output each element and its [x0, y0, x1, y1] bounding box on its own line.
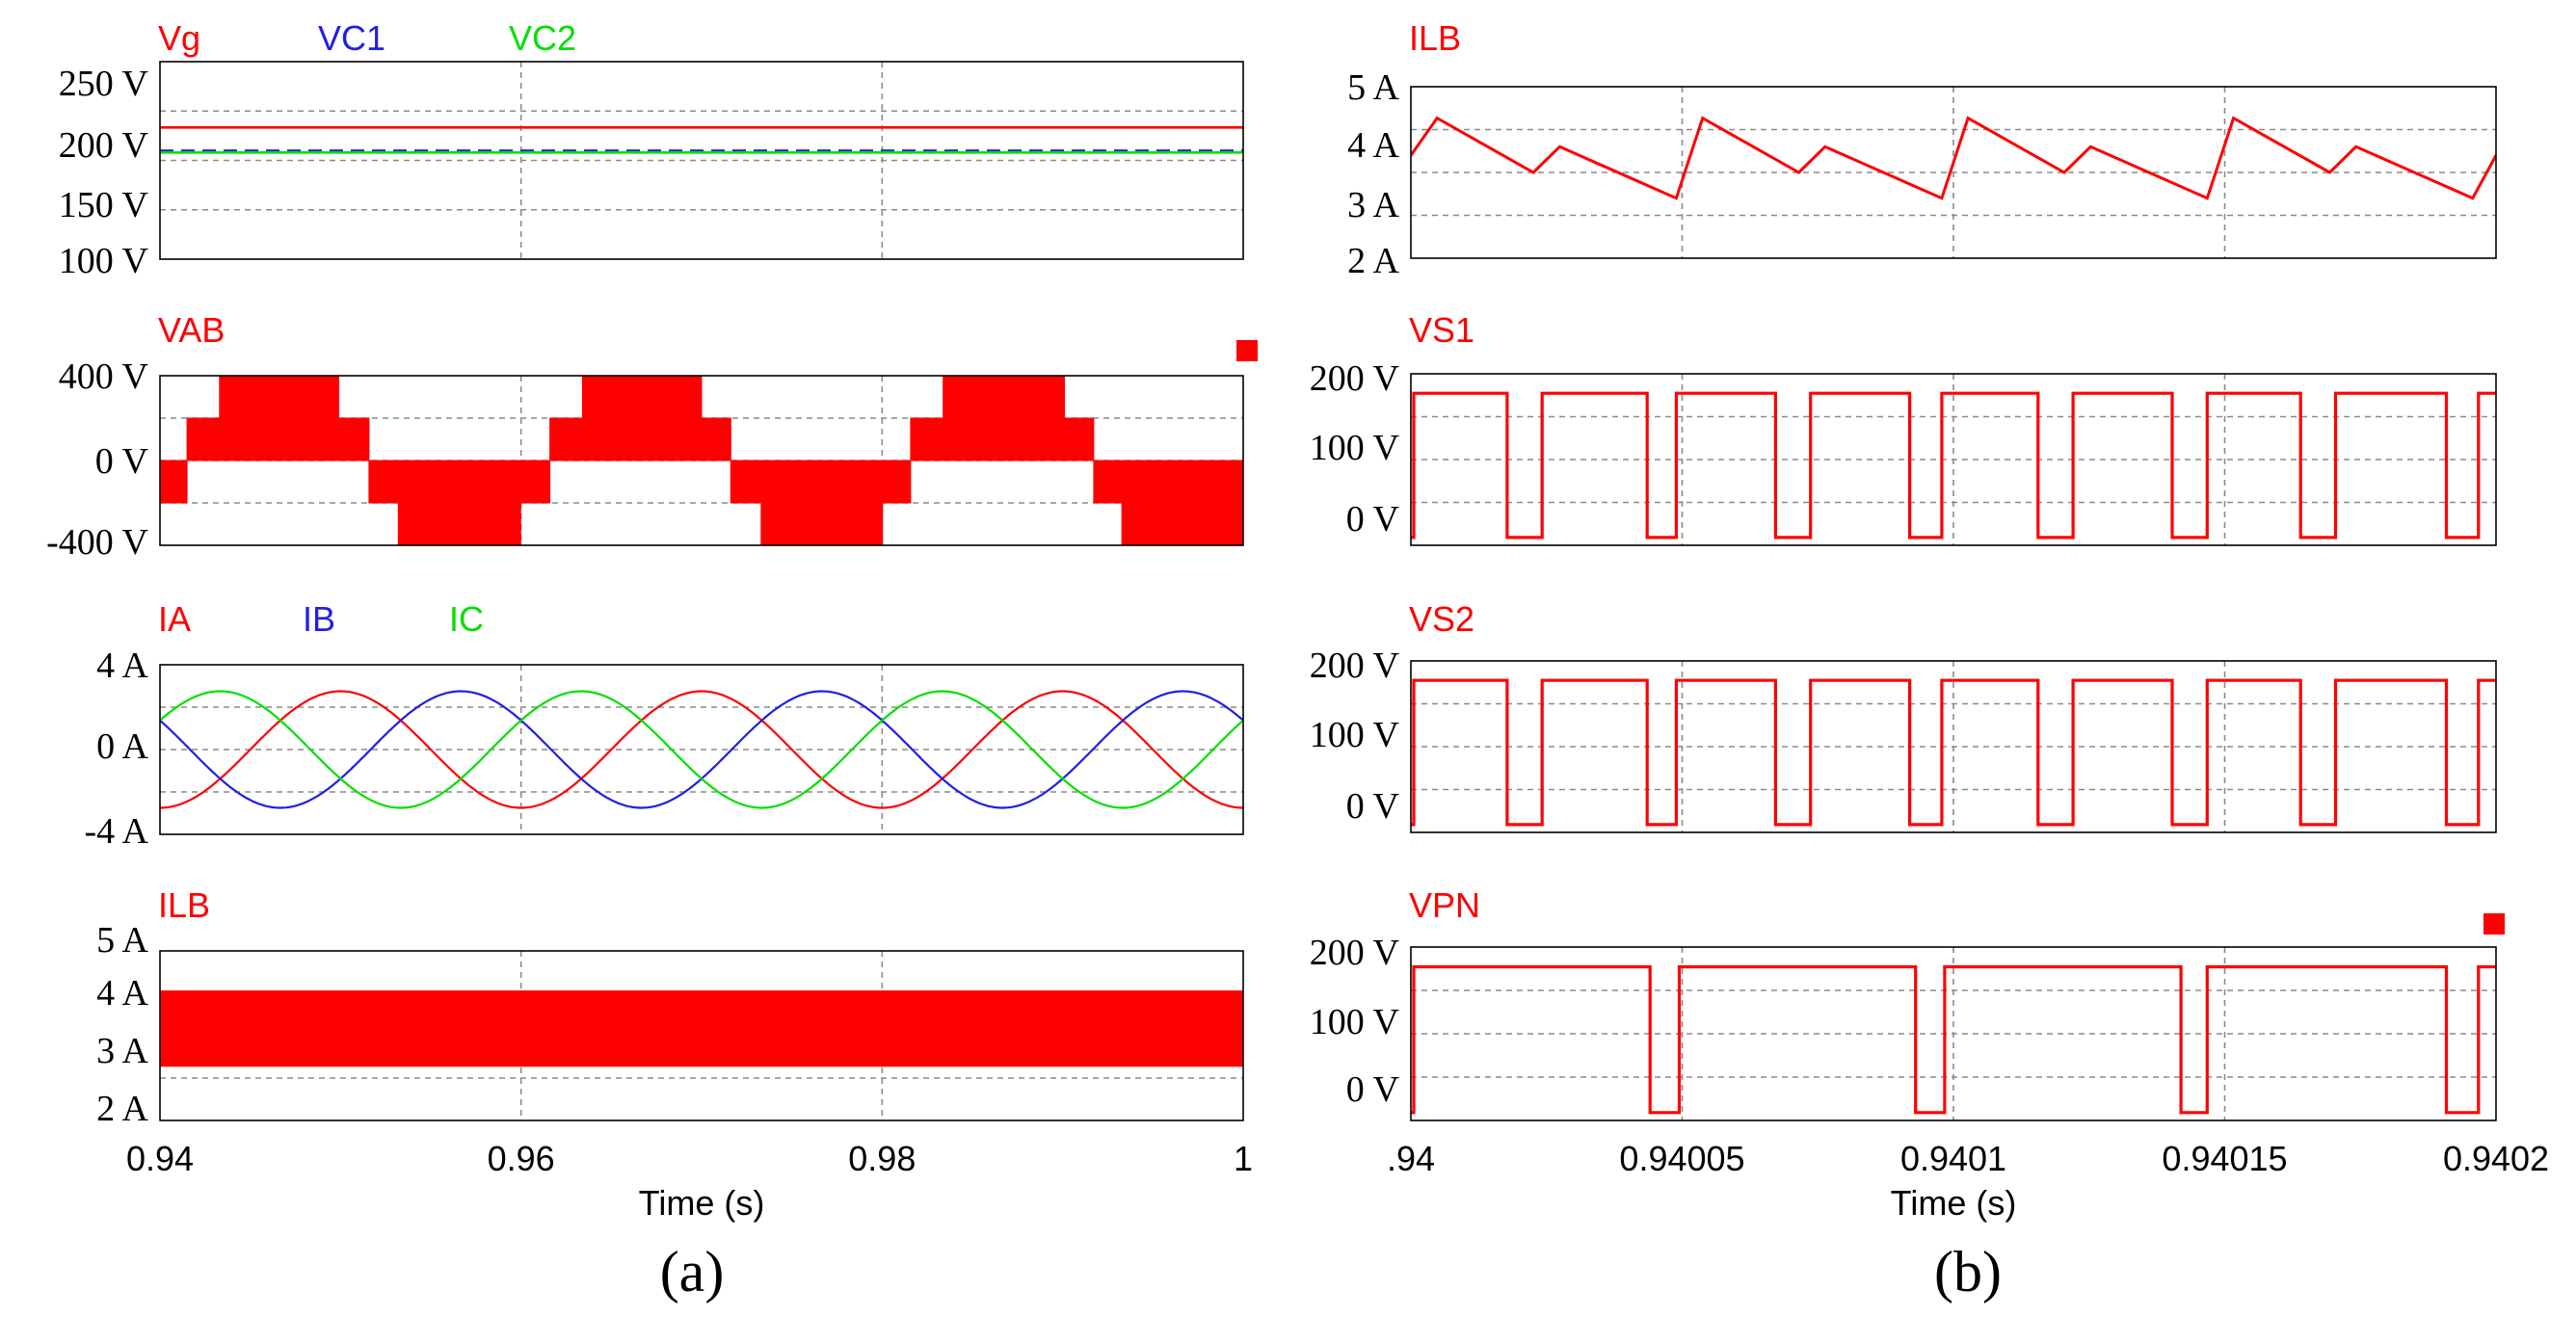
legend-vc2: VC2: [509, 18, 576, 58]
chart-a4: 5 A 4 A 3 A 2 A ILB 0.94 0.96 0.98 1 Time (s): [96, 885, 1253, 1223]
y-tick-label: 0 A: [96, 726, 148, 767]
y-tick-label: 5 A: [1347, 67, 1399, 108]
series-vpn: [1411, 964, 2496, 1115]
legend-ilb: ILB: [1409, 18, 1461, 58]
series-vs1: [1411, 391, 2496, 540]
caption-b: (b): [1934, 1240, 2002, 1304]
chart-a2: 400 V 0 V -400 V VAB: [46, 310, 1258, 563]
y-tick-label: 4 A: [1347, 125, 1399, 166]
plot-frame: [1410, 946, 2497, 1121]
legend-vpn: VPN: [1409, 885, 1480, 925]
chart-a3: 4 A 0 A -4 A IA IB IC: [85, 599, 1244, 852]
series-marker-icon: [2483, 913, 2505, 935]
series-ilb: [160, 990, 1243, 1067]
plot-frame: [1410, 660, 2497, 833]
caption-a: (a): [660, 1240, 725, 1304]
y-tick-label: 0 V: [1346, 499, 1400, 540]
y-tick-label: 100 V: [1310, 1002, 1400, 1042]
x-tick-label: 0.96: [488, 1139, 555, 1178]
x-tick-label: 0.94005: [1619, 1139, 1744, 1178]
legend-vg: Vg: [158, 18, 200, 58]
y-tick-label: -400 V: [46, 522, 148, 563]
chart-b3: 200 V 100 V 0 V VS2: [1310, 599, 2497, 833]
y-tick-label: 2 A: [96, 1089, 148, 1129]
y-tick-label: 0 V: [95, 441, 149, 482]
plot-frame: [159, 950, 1244, 1121]
y-tick-label: 2 A: [1347, 241, 1399, 281]
chart-b4: 200 V 100 V 0 V VPN .94 0.94005 0.9401 0.94015 0…: [1310, 885, 2549, 1223]
y-tick-label: 100 V: [1310, 715, 1400, 755]
y-tick-label: 4 A: [96, 645, 148, 686]
plot-frame: [159, 664, 1244, 835]
y-tick-label: 200 V: [1310, 358, 1400, 399]
y-tick-label: 100 V: [59, 241, 149, 281]
series-vs2: [1411, 678, 2496, 827]
x-axis-label: Time (s): [639, 1183, 765, 1223]
y-tick-label: 5 A: [96, 920, 148, 961]
series-vab: [160, 376, 1243, 545]
legend-vs1: VS1: [1409, 310, 1474, 350]
y-tick-label: 150 V: [59, 185, 149, 225]
y-tick-label: 0 V: [1346, 1069, 1400, 1110]
legend-vs2: VS2: [1409, 599, 1474, 639]
chart-b1: 5 A 4 A 3 A 2 A ILB: [1347, 18, 2497, 281]
y-tick-label: 3 A: [1347, 185, 1399, 225]
x-axis-label: Time (s): [1891, 1183, 2017, 1223]
y-tick-label: 3 A: [96, 1031, 148, 1071]
series-marker-icon: [1236, 340, 1258, 361]
x-tick-label: 0.94015: [2162, 1139, 2287, 1178]
y-tick-label: 200 V: [1310, 933, 1400, 973]
y-tick-label: 200 V: [59, 125, 149, 166]
x-tick-label: 0.9402: [2443, 1139, 2549, 1178]
y-tick-label: -4 A: [85, 811, 149, 852]
legend-ic: IC: [449, 599, 484, 639]
legend-ib: IB: [303, 599, 335, 639]
x-tick-label: 0.98: [848, 1139, 916, 1178]
x-tick-label: 1: [1234, 1139, 1253, 1178]
y-tick-label: 250 V: [59, 64, 149, 104]
x-tick-label: 0.9401: [1900, 1139, 2006, 1178]
plot-frame: [159, 61, 1244, 260]
y-tick-label: 0 V: [1346, 786, 1400, 827]
chart-b2: 200 V 100 V 0 V VS1: [1310, 310, 2497, 546]
series-ilb: [1411, 116, 2496, 200]
series-ia: [160, 690, 1243, 809]
y-tick-label: 4 A: [96, 973, 148, 1014]
chart-a1: 250 V 200 V 150 V 100 V Vg VC1 VC2: [59, 18, 1244, 281]
y-tick-label: 100 V: [1310, 428, 1400, 468]
plot-frame: [1410, 373, 2497, 546]
legend-ia: IA: [158, 599, 191, 639]
series-ic: [160, 690, 1243, 809]
y-tick-label: 400 V: [59, 356, 149, 397]
legend-vab: VAB: [158, 310, 225, 350]
legend-ilb: ILB: [158, 885, 210, 925]
x-tick-label: 0.94: [126, 1139, 194, 1178]
plot-frame: [1410, 86, 2497, 259]
x-tick-label: .94: [1387, 1139, 1435, 1178]
legend-vc1: VC1: [318, 18, 385, 58]
y-tick-label: 200 V: [1310, 645, 1400, 686]
plot-frame: [159, 375, 1244, 546]
